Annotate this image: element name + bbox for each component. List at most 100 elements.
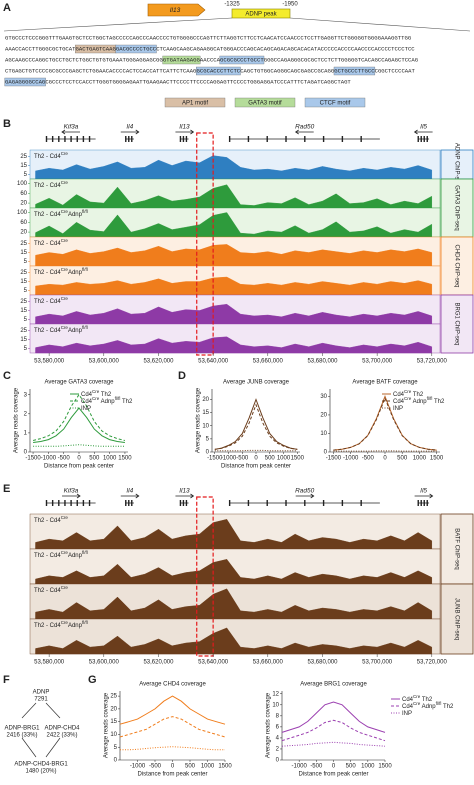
arrow-head xyxy=(413,129,418,135)
x-axis-label: Distance from peak center xyxy=(44,464,114,470)
label-part: INP xyxy=(393,406,403,412)
x-tick-label: 53,660,000 xyxy=(253,359,284,365)
x-axis-label: Distance from peak center xyxy=(298,772,368,778)
exon xyxy=(247,500,250,506)
label-superscript: fl/fl xyxy=(82,209,88,214)
x-tick-label: 0 xyxy=(171,764,175,770)
motif-legend-label: AP1 motif xyxy=(182,101,208,107)
label-part: Cd4 xyxy=(393,392,405,398)
x-tick-label: 1000 xyxy=(361,764,375,770)
signal-area xyxy=(35,155,432,180)
label-superscript: Cre xyxy=(404,396,412,401)
exon xyxy=(266,500,268,506)
label-part: Th2 xyxy=(120,399,133,405)
exon xyxy=(360,500,362,506)
y-tick-label: 25 xyxy=(20,328,27,334)
label-superscript: Cre xyxy=(92,396,100,401)
group-box xyxy=(440,513,474,585)
signal-area xyxy=(35,336,432,354)
panel-label: C xyxy=(3,370,11,382)
signal-area xyxy=(35,244,432,267)
exon xyxy=(426,136,428,142)
motif-legend-label: CTCF motif xyxy=(320,101,351,107)
sequence-text: GGGCCAGAGGGCGCGCTCCTCTTGGGGGTCACAGCCAGAG… xyxy=(264,56,419,63)
exon xyxy=(64,500,66,506)
exon xyxy=(185,136,188,142)
sequence-text: CTCAAGCAAGCAGAAGGCATGGGACCCAGCACAGCAGACA… xyxy=(156,45,415,52)
track-label: Th2 - Cd4Cre xyxy=(34,180,68,189)
label-superscript: Cre xyxy=(61,151,69,156)
node-label: ADNP-BRG1 xyxy=(4,726,40,732)
group-label: BATF ChIP-seq xyxy=(453,528,459,570)
y-tick-label: 100 xyxy=(17,210,28,216)
track-label: Th2 - Cd4Cre xyxy=(34,585,68,594)
series-line xyxy=(120,746,225,751)
exon xyxy=(70,500,72,506)
y-tick-label: 100 xyxy=(17,181,28,187)
signal-area xyxy=(35,303,432,325)
label-superscript: fl/fl xyxy=(427,396,433,401)
x-tick-label: -500 xyxy=(149,764,162,770)
track-label: Th2 - Cd4Cre xyxy=(34,151,68,160)
exon xyxy=(341,500,344,506)
exon xyxy=(322,136,325,142)
motif-highlight xyxy=(115,44,157,54)
label-part: INP xyxy=(402,711,412,717)
x-tick-label: 1500 xyxy=(218,764,232,770)
panel-label: F xyxy=(3,674,10,686)
signal-area xyxy=(35,519,432,550)
exon xyxy=(179,500,182,506)
node-label: ADNP xyxy=(33,690,50,696)
y-tick-label: 60 xyxy=(20,191,27,197)
x-tick-label: -500 xyxy=(58,456,71,462)
exon xyxy=(64,136,66,142)
exon xyxy=(125,136,127,142)
y-tick-label: 15 xyxy=(20,337,27,343)
label-part: Adnp xyxy=(411,399,427,405)
y-tick-label: 20 xyxy=(20,230,27,236)
exon xyxy=(420,136,422,142)
node-label: 2422 (33%) xyxy=(46,733,77,739)
zoom-line xyxy=(289,17,471,32)
x-tick-label: 53,660,000 xyxy=(253,660,284,666)
series-line xyxy=(119,716,226,738)
group-box xyxy=(440,178,474,238)
motif-legend-box xyxy=(234,97,296,108)
x-tick-label: 53,620,000 xyxy=(143,359,174,365)
y-tick-label: 0 xyxy=(206,450,210,456)
exon xyxy=(322,500,325,506)
sequence-text: CGCCCTCCTCCACCTTGGGTGGGGAGAATTGAAGAACTTC… xyxy=(45,78,351,85)
exon xyxy=(182,136,185,142)
panel-label: E xyxy=(3,483,10,495)
x-tick-label: 500 xyxy=(397,456,408,462)
label-superscript: fl/fl xyxy=(436,701,442,706)
label-part: Th2 - Cd4 xyxy=(34,241,61,247)
motif-legend-label: GATA3 motif xyxy=(248,101,282,107)
series-line xyxy=(214,398,298,450)
gene-label: Kif3a xyxy=(64,124,79,131)
label-superscript: fl/fl xyxy=(82,325,88,330)
y-tick-label: 15 xyxy=(20,279,27,285)
x-tick-label: -1000 xyxy=(343,456,359,462)
y-tick-label: 2 xyxy=(276,747,280,753)
y-axis-label: Average reads coverage xyxy=(196,387,202,453)
x-tick-label: 53,640,000 xyxy=(198,359,229,365)
x-tick-label: -1000 xyxy=(41,456,57,462)
x-tick-label: 1500 xyxy=(430,456,444,462)
exon xyxy=(51,500,54,506)
x-tick-label: 1500 xyxy=(118,456,132,462)
exon xyxy=(228,500,231,506)
y-tick-label: 25 xyxy=(20,154,27,160)
exon xyxy=(341,136,344,142)
signal-area xyxy=(35,212,432,238)
exon xyxy=(131,136,133,142)
highlight-box xyxy=(196,496,214,657)
exon xyxy=(58,500,60,506)
y-tick-label: 15 xyxy=(202,410,209,416)
group-label: BRG1 ChIP-seq xyxy=(453,302,459,345)
gene-label: Rad50 xyxy=(295,124,315,131)
track-label: Th2 - Cd4CreAdnpfl/fl xyxy=(34,550,88,559)
arrow-head xyxy=(310,493,315,499)
motif-highlight xyxy=(196,66,241,76)
gene-arrow xyxy=(147,3,206,17)
